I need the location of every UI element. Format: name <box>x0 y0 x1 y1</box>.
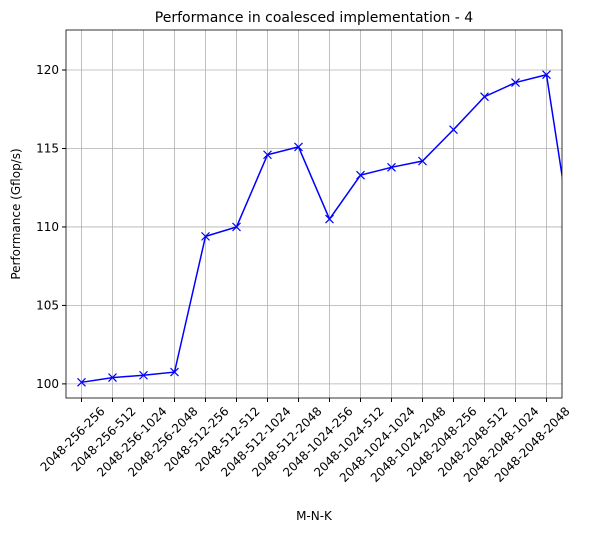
point-marker <box>325 214 334 224</box>
point-marker <box>108 373 117 383</box>
point-marker <box>387 162 396 172</box>
point-marker <box>356 170 365 180</box>
point-marker <box>511 78 520 87</box>
point-marker <box>449 125 458 135</box>
point-marker <box>201 231 210 241</box>
y-axis-label: Performance (Gflop/s) <box>9 148 23 279</box>
y-tick-label: 110 <box>36 220 59 234</box>
grid <box>66 30 562 398</box>
point-marker <box>574 272 582 280</box>
chart-title: Performance in coalesced implementation … <box>155 10 474 26</box>
point-marker <box>263 150 272 160</box>
point-marker <box>294 142 303 152</box>
plot <box>77 70 582 387</box>
x-axis-label: M-N-K <box>296 509 333 523</box>
y-tick-label: 120 <box>36 63 59 77</box>
plot-frame <box>65 29 563 399</box>
point-marker <box>542 70 551 80</box>
point-marker <box>480 92 489 102</box>
y-tick-label: 100 <box>36 377 59 391</box>
y-tick-label: 115 <box>36 141 59 155</box>
point-marker <box>170 367 179 377</box>
y-tick-label: 105 <box>36 298 59 312</box>
point-marker <box>418 156 427 166</box>
point-marker <box>139 370 148 380</box>
point-marker <box>232 222 241 232</box>
point-marker <box>77 377 86 387</box>
